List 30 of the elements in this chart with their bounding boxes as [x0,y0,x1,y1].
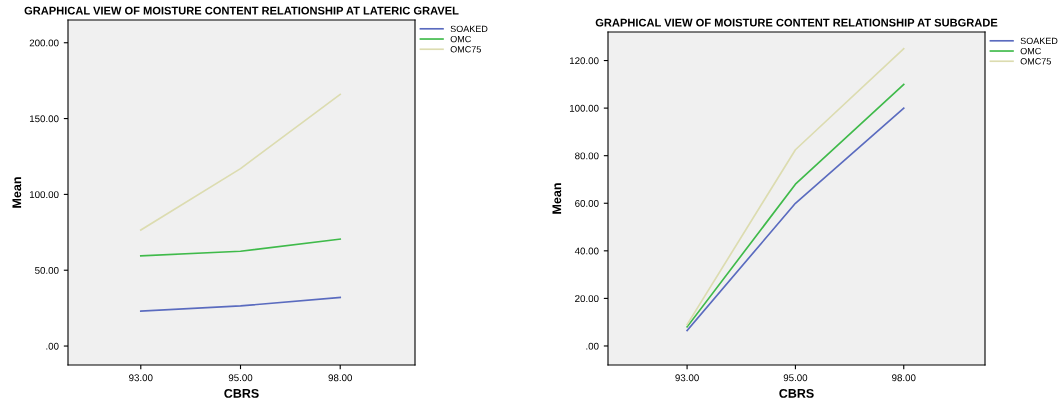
y-axis-title: Mean [552,183,562,214]
y-axis-title: Mean [12,177,22,208]
legend-label: SOAKED [1020,37,1058,45]
x-tick-label: 98.00 [892,374,916,382]
x-axis-title: CBRS [779,388,814,398]
y-tick-label: 100.00 [569,104,599,112]
y-tick-label: .00 [586,342,599,350]
y-tick-label: .00 [46,342,59,350]
legend-label: OMC [450,35,471,43]
y-tick-label: 100.00 [29,191,59,199]
legend-label: OMC75 [450,46,481,53]
y-tick-label: 60.00 [575,199,599,207]
x-axis-title: CBRS [224,388,259,398]
y-tick-label: 40.00 [574,247,599,255]
x-tick-label: 95.00 [783,374,808,382]
y-tick-label: 120.00 [569,57,599,65]
x-tick-label: 93.00 [129,374,153,382]
y-tick-label: 50.00 [35,266,59,274]
legend-label: SOAKED [450,25,488,33]
chart-title: GRAPHICAL VIEW OF MOISTURE CONTENT RELATIONSHIP AT LATERIC GRAVEL [24,6,459,15]
y-tick-label: 80.00 [575,152,599,160]
y-tick-label: 150.00 [29,115,59,123]
y-tick-label: 20.00 [575,295,599,303]
x-tick-label: 98.00 [328,374,352,382]
x-tick-label: 95.00 [228,374,253,382]
legend-label: OMC75 [1020,58,1051,65]
legend-label: OMC [1020,47,1041,55]
y-tick-label: 200.00 [29,39,59,47]
chart-title: GRAPHICAL VIEW OF MOISTURE CONTENT RELATIONSHIP AT SUBGRADE [595,18,998,27]
x-tick-label: 93.00 [675,374,699,382]
